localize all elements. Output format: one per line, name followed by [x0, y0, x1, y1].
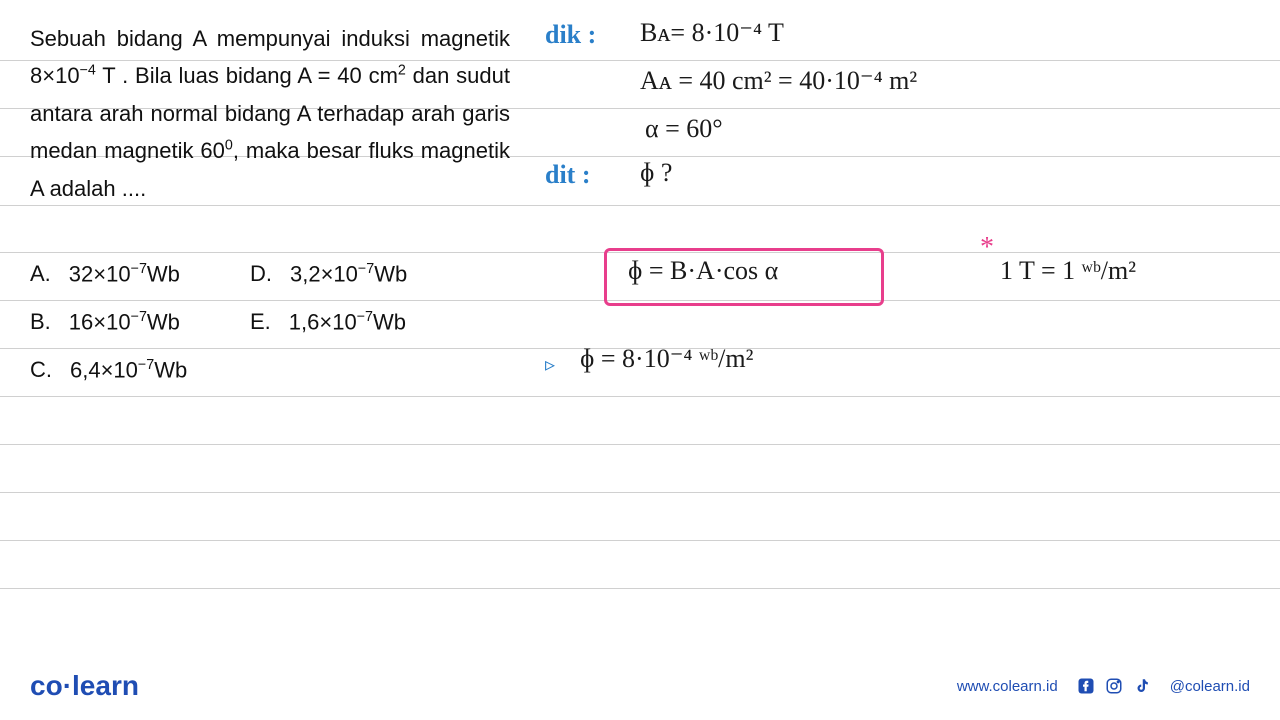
calculation-step: ɸ = 8·10⁻⁴ ʷᵇ/m² — [580, 344, 753, 374]
dik-label: dik : — [545, 20, 596, 50]
given-b: Bᴀ= 8·10⁻⁴ T — [640, 18, 784, 48]
given-a: Aᴀ = 40 cm² = 40·10⁻⁴ m² — [640, 66, 917, 96]
formula-text: ɸ = B·A·cos α — [628, 256, 778, 286]
option-e-label: E. — [250, 309, 271, 335]
asked-phi: ɸ ? — [640, 158, 672, 188]
option-d[interactable]: D. 3,2×10−7Wb — [250, 250, 480, 298]
option-b-label: B. — [30, 309, 51, 335]
question-part-2: T . Bila luas bidang A = 40 cm — [96, 63, 398, 88]
option-e[interactable]: E. 1,6×10−7Wb — [250, 298, 480, 346]
star-marker: * — [980, 232, 994, 264]
social-icons — [1076, 676, 1152, 696]
option-e-value: 1,6×10−7Wb — [289, 309, 406, 335]
instagram-icon[interactable] — [1104, 676, 1124, 696]
answer-options: A. 32×10−7Wb D. 3,2×10−7Wb B. 16×10−7Wb … — [30, 250, 480, 394]
option-a-label: A. — [30, 261, 51, 287]
question-sup-2: 2 — [398, 63, 406, 79]
step-marker: ▹ — [545, 352, 555, 377]
option-a[interactable]: A. 32×10−7Wb — [30, 250, 250, 298]
facebook-icon[interactable] — [1076, 676, 1096, 696]
question-text: Sebuah bidang A mempunyai induksi magnet… — [30, 20, 510, 207]
option-a-value: 32×10−7Wb — [69, 261, 180, 287]
question-sup-1: −4 — [80, 63, 96, 79]
footer-handle[interactable]: @colearn.id — [1170, 678, 1250, 695]
tiktok-icon[interactable] — [1132, 676, 1152, 696]
question-sup-3: 0 — [225, 138, 233, 154]
given-alpha: α = 60° — [645, 114, 723, 144]
option-c-label: C. — [30, 357, 52, 383]
unit-note: 1 T = 1 ʷᵇ/m² — [1000, 256, 1136, 286]
option-d-label: D. — [250, 261, 272, 287]
brand-prefix: co — [30, 670, 63, 701]
brand-suffix: learn — [72, 670, 139, 701]
option-b-value: 16×10−7Wb — [69, 309, 180, 335]
footer-url[interactable]: www.colearn.id — [957, 678, 1058, 695]
option-c[interactable]: C. 6,4×10−7Wb — [30, 346, 250, 394]
option-b[interactable]: B. 16×10−7Wb — [30, 298, 250, 346]
brand-logo: co·learn — [30, 670, 139, 702]
dit-label: dit : — [545, 160, 591, 190]
option-d-value: 3,2×10−7Wb — [290, 261, 407, 287]
footer-right: www.colearn.id @colearn.id — [957, 676, 1250, 696]
footer: co·learn www.colearn.id @colearn.id — [30, 670, 1250, 702]
option-c-value: 6,4×10−7Wb — [70, 357, 187, 383]
